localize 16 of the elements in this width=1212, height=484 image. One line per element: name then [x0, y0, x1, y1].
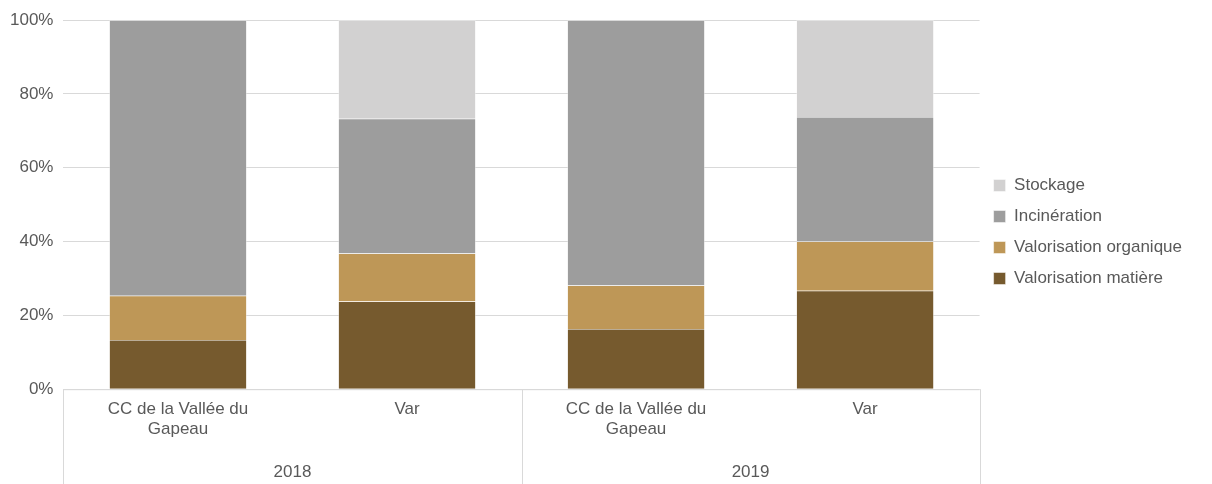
legend-label: Stockage — [1014, 175, 1085, 195]
legend-label: Valorisation organique — [1014, 237, 1183, 257]
text: 2019 — [731, 461, 770, 481]
y-tick-label: 80% — [19, 83, 54, 103]
legend-label: Incinération — [1014, 206, 1102, 226]
y-tick-label: 60% — [19, 157, 54, 177]
x-tick-label: CC de la Vallée du Gapeau — [565, 399, 707, 439]
y-tick-label: 20% — [19, 305, 54, 325]
y-tick-label: 100% — [10, 9, 54, 29]
y-tick-label: 40% — [19, 231, 54, 251]
legend-label: Valorisation matière — [1014, 268, 1164, 288]
x-tick-label: CC de la Vallée du Gapeau — [107, 399, 249, 439]
y-tick-label: 0% — [28, 378, 54, 398]
x-tick-label: Var — [852, 399, 879, 419]
x-tick-label: Var — [394, 399, 420, 419]
text: 2018 — [273, 461, 312, 481]
